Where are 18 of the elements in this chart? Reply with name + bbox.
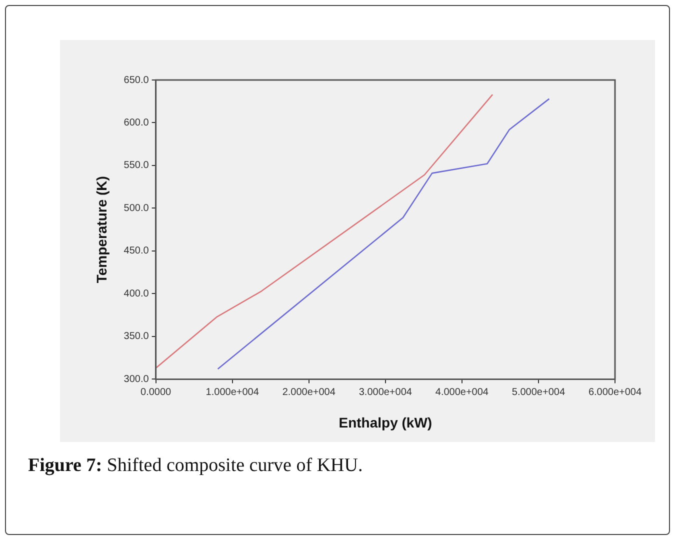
y-tick-label: 650.0 xyxy=(124,74,150,86)
x-tick-label: 5.000e+004 xyxy=(512,386,566,398)
y-tick-label: 500.0 xyxy=(124,202,150,214)
x-tick-label: 1.000e+004 xyxy=(206,386,260,398)
x-tick-label: 6.000e+004 xyxy=(588,386,642,398)
y-tick-label: 350.0 xyxy=(124,331,150,342)
x-tick-label: 2.000e+004 xyxy=(282,386,336,398)
y-tick-label: 550.0 xyxy=(124,160,150,172)
caption: Figure 7: Shifted composite curve of KHU. xyxy=(28,455,363,477)
y-axis-title: Temperature (K) xyxy=(93,176,110,284)
x-tick-label: 3.000e+004 xyxy=(358,386,412,398)
y-tick-label: 600.0 xyxy=(124,117,150,128)
x-tick-label: 4.000e+004 xyxy=(435,386,489,398)
x-axis-title: Enthalpy (kW) xyxy=(338,414,432,430)
y-tick-label: 300.0 xyxy=(124,374,150,385)
x-tick-label: 0.0000 xyxy=(140,386,172,398)
y-tick-label: 450.0 xyxy=(124,246,150,257)
y-tick-label: 400.0 xyxy=(124,288,150,300)
